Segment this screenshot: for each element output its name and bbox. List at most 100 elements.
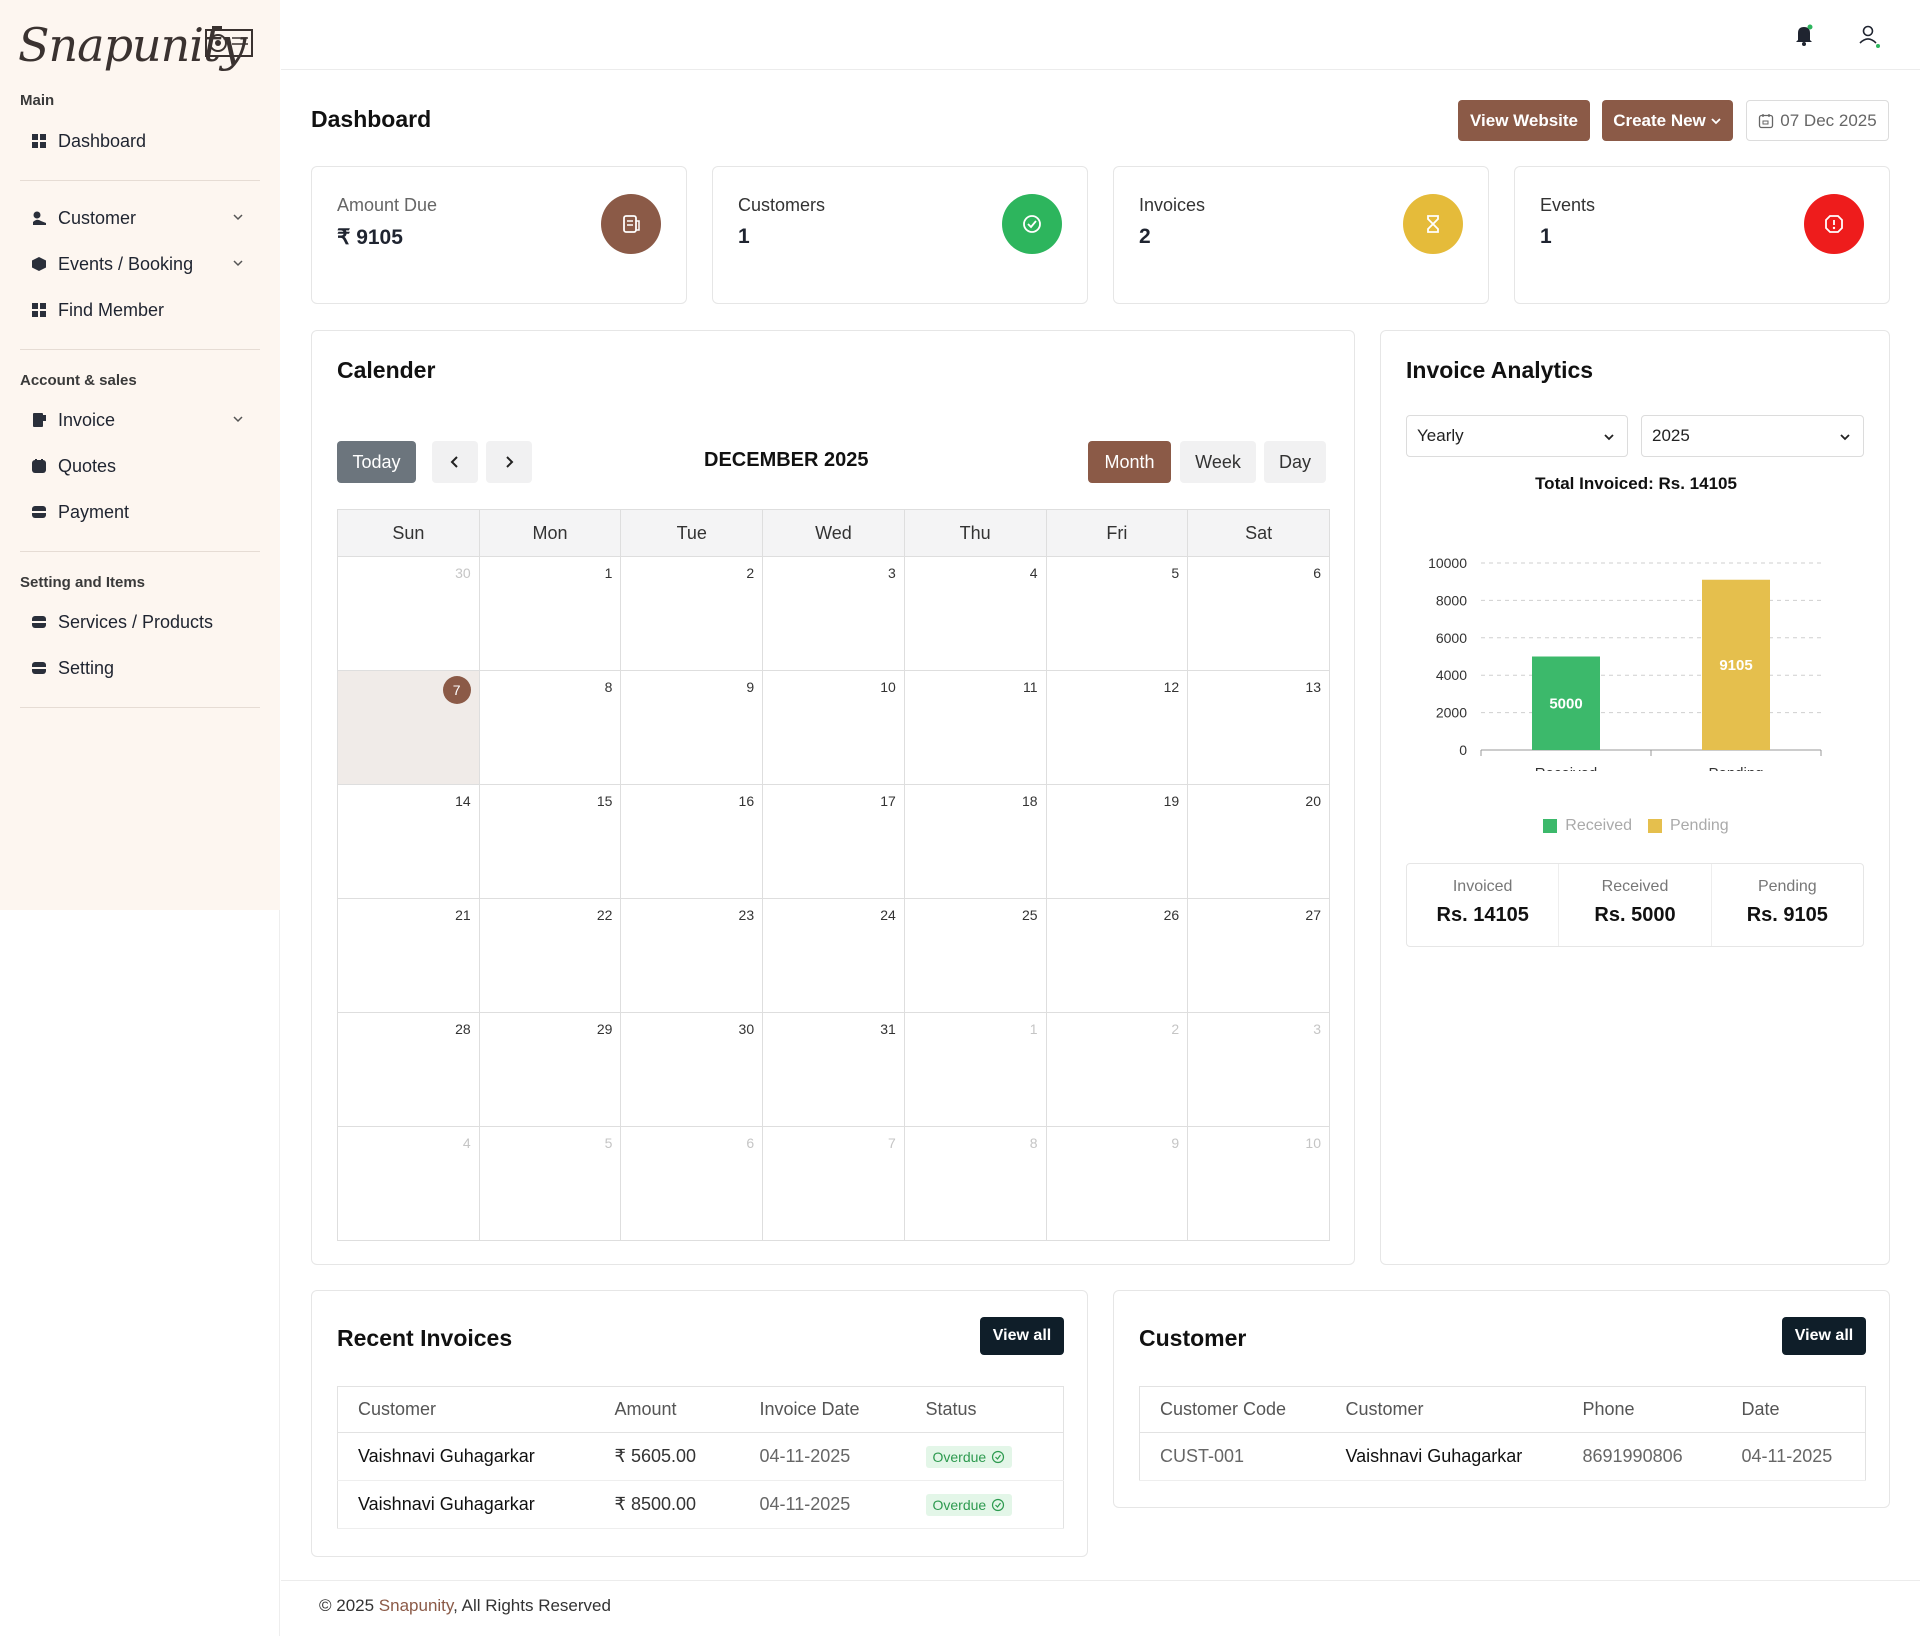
table-row[interactable]: Vaishnavi Guhagarkar ₹ 8500.00 04-11-202…	[337, 1480, 1064, 1529]
year-select[interactable]: 2025	[1641, 415, 1864, 457]
invoice-bar-chart: 0 2000 4000 6000 8000 10000 5000 Received 9105 Pe…	[1428, 555, 1822, 771]
sidebar-item-customer[interactable]: Customer	[32, 201, 252, 235]
invoices-view-all-button[interactable]: View all	[980, 1317, 1064, 1355]
sidebar-item-find-member[interactable]: Find Member	[32, 293, 252, 327]
calendar-day-cell[interactable]: 5	[1045, 556, 1189, 671]
brand-logo[interactable]: Snapunity	[18, 14, 258, 78]
calendar-day-cell[interactable]: 17	[762, 784, 905, 899]
legend-label: Pending	[1669, 817, 1729, 834]
calendar-day-cell[interactable]: 10	[1187, 1126, 1330, 1241]
sidebar-item-events-booking[interactable]: Events / Booking	[32, 247, 252, 281]
calendar-day-cell[interactable]: 30	[620, 1012, 764, 1127]
calendar-day-cell[interactable]: 11	[903, 670, 1047, 785]
summary-value: Rs. 14105	[1436, 904, 1529, 926]
view-label: Day	[1278, 451, 1311, 472]
calendar-day-cell[interactable]: 1	[903, 1012, 1047, 1127]
calendar-day-cell[interactable]: 13	[1187, 670, 1330, 785]
calendar-day-cell[interactable]: 3	[1187, 1012, 1330, 1127]
calendar-day-cell[interactable]: 16	[620, 784, 764, 899]
cell-customer: Vaishnavi Guhagarkar	[1325, 1432, 1563, 1481]
day-number: 6	[1313, 565, 1321, 581]
column-header: Status	[905, 1386, 1064, 1433]
calendar-day-cell[interactable]: 30	[337, 556, 480, 671]
calendar-day-cell[interactable]: 15	[478, 784, 622, 899]
bar-pending[interactable]	[1702, 579, 1770, 750]
day-number: 9	[1171, 1135, 1180, 1151]
calendar-day-cell[interactable]: 6	[1187, 556, 1330, 671]
calendar-day-cell[interactable]: 6	[620, 1126, 764, 1241]
prev-month-button[interactable]	[432, 441, 478, 483]
calendar-day-cell[interactable]: 31	[762, 1012, 905, 1127]
calendar-day-cell[interactable]: 26	[1045, 898, 1189, 1013]
stat-card-events[interactable]: Events 1	[1514, 166, 1890, 304]
calendar-day-cell[interactable]: 4	[337, 1126, 480, 1241]
cell-date: 04-11-2025	[1721, 1432, 1866, 1481]
calendar-day-cell[interactable]: 14	[337, 784, 480, 899]
calendar-day-cell[interactable]: 21	[337, 898, 480, 1013]
calendar-day-cell[interactable]: 28	[337, 1012, 480, 1127]
sidebar-background	[0, 0, 280, 910]
stat-value: ₹ 9105	[337, 226, 403, 249]
calendar-day-cell[interactable]: 10	[762, 670, 905, 785]
table-row[interactable]: Vaishnavi Guhagarkar ₹ 5605.00 04-11-202…	[337, 1432, 1064, 1481]
view-week-button[interactable]: Week	[1180, 441, 1256, 483]
sidebar-item-dashboard[interactable]: Dashboard	[32, 124, 252, 158]
calendar-day-cell[interactable]: 5	[478, 1126, 622, 1241]
view-month-button[interactable]: Month	[1088, 441, 1171, 483]
calendar-day-cell[interactable]: 3	[762, 556, 905, 671]
calendar-day-cell[interactable]: 2	[620, 556, 764, 671]
calendar-day-cell[interactable]: 27	[1187, 898, 1330, 1013]
footer-brand-link[interactable]: Snapunity	[378, 1596, 454, 1615]
date-display[interactable]: 07 Dec 2025	[1746, 100, 1889, 141]
chart-title: Total Invoiced: Rs. 14105	[1535, 474, 1737, 493]
create-new-button[interactable]: Create New	[1602, 100, 1733, 141]
calendar-icon	[1759, 113, 1774, 128]
calendar-day-cell[interactable]: 1	[478, 556, 622, 671]
sidebar-item-services-products[interactable]: Services / Products	[32, 605, 252, 639]
bar-received[interactable]	[1532, 656, 1600, 751]
calendar-day-cell[interactable]: 7	[762, 1126, 905, 1241]
stat-card-amount-due[interactable]: Amount Due ₹ 9105	[311, 166, 687, 304]
column-header: Invoice Date	[739, 1386, 906, 1433]
view-website-button[interactable]: View Website	[1458, 100, 1590, 141]
sidebar-item-quotes[interactable]: Quotes	[32, 449, 252, 483]
calendar-day-cell[interactable]: 24	[762, 898, 905, 1013]
stat-card-customers[interactable]: Customers 1	[712, 166, 1088, 304]
calendar-day-cell[interactable]: 2	[1045, 1012, 1189, 1127]
stat-card-invoices[interactable]: Invoices 2	[1113, 166, 1489, 304]
customer-title: Customer	[1139, 1325, 1247, 1351]
table-row[interactable]: CUST-001 Vaishnavi Guhagarkar 8691990806…	[1139, 1432, 1866, 1481]
calendar-day-cell[interactable]: 7	[337, 670, 480, 785]
calendar-day-cell[interactable]: 12	[1045, 670, 1189, 785]
calendar-day-cell[interactable]: 22	[478, 898, 622, 1013]
summary-invoiced: Invoiced Rs. 14105	[1407, 864, 1560, 946]
day-number: 2	[1171, 1021, 1180, 1037]
x-category-label: Pending	[1708, 765, 1763, 771]
notification-button[interactable]	[1791, 22, 1817, 48]
calendar-card: Calender Today DECEMBER 2025 Month Week …	[311, 330, 1355, 1265]
calendar-day-cell[interactable]: 18	[903, 784, 1047, 899]
sidebar-item-payment[interactable]: Payment	[32, 495, 252, 529]
payment-icon	[32, 505, 46, 519]
calendar-day-cell[interactable]: 19	[1045, 784, 1189, 899]
calendar-day-cell[interactable]: 9	[620, 670, 764, 785]
calendar-day-cell[interactable]: 8	[903, 1126, 1047, 1241]
today-button[interactable]: Today	[337, 441, 416, 483]
period-select[interactable]: Yearly	[1406, 415, 1628, 457]
calendar-day-cell[interactable]: 8	[478, 670, 622, 785]
calendar-day-cell[interactable]: 25	[903, 898, 1047, 1013]
sidebar-item-setting[interactable]: Setting	[32, 651, 252, 685]
next-month-button[interactable]	[486, 441, 532, 483]
day-number: 19	[1163, 793, 1180, 809]
sidebar-item-invoice[interactable]: Invoice	[32, 403, 252, 437]
calendar-day-cell[interactable]: 4	[903, 556, 1047, 671]
calendar-day-cell[interactable]: 20	[1187, 784, 1330, 899]
customers-view-all-button[interactable]: View all	[1782, 1317, 1866, 1355]
user-menu-button[interactable]	[1856, 22, 1882, 48]
calendar-day-cell[interactable]: 29	[478, 1012, 622, 1127]
calendar-grid: Sun Mon Tue Wed Thu Fri Sat 30 1 2 3 4 5 6 7 8 9 10 11 12 1…	[337, 509, 1330, 1241]
view-day-button[interactable]: Day	[1264, 441, 1326, 483]
calendar-day-cell[interactable]: 9	[1045, 1126, 1189, 1241]
calendar-day-cell[interactable]: 23	[620, 898, 764, 1013]
weekday-header: Thu	[903, 509, 1047, 557]
